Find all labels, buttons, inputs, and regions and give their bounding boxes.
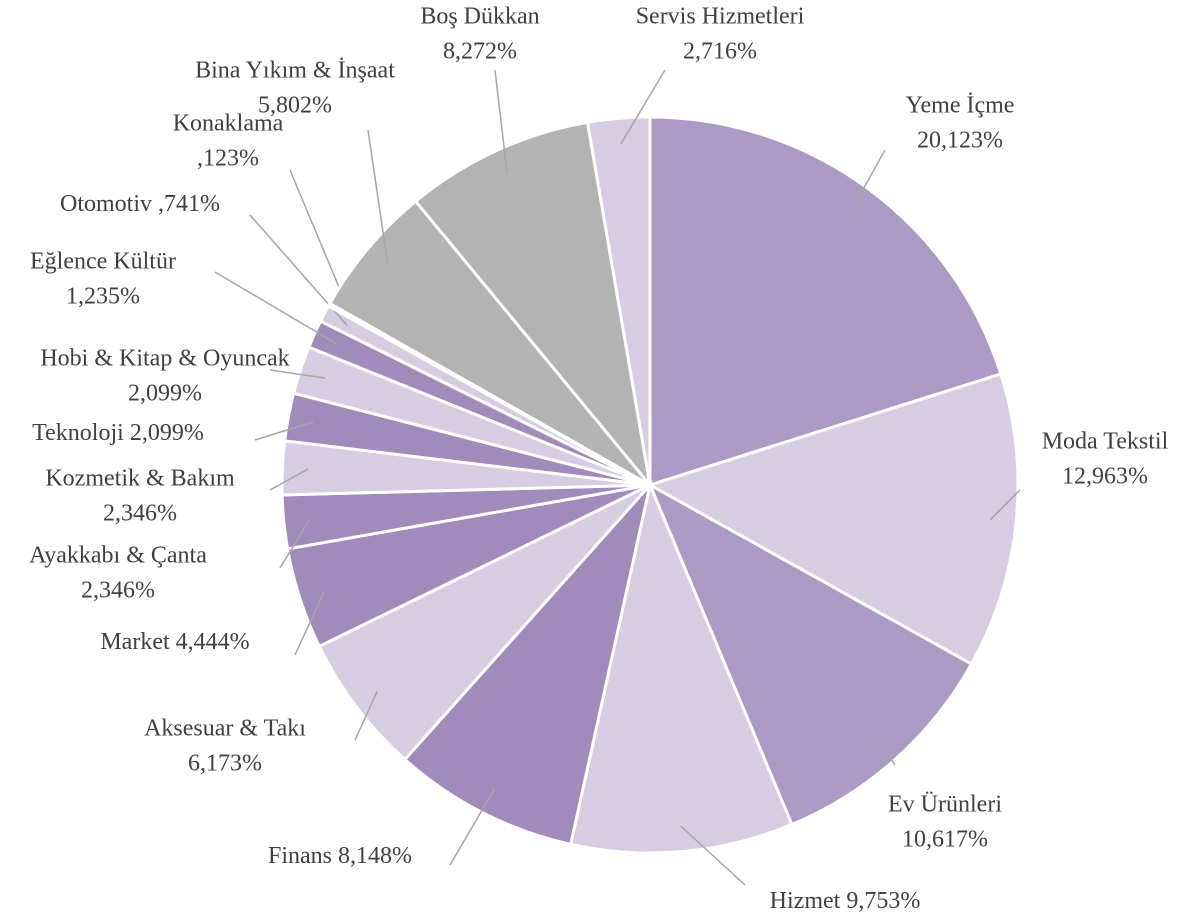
slice-label: Hobi & Kitap & Oyuncak (40, 346, 289, 372)
slice-value-label: 10,617% (902, 827, 988, 853)
slice-label: Finans (268, 843, 332, 869)
pie-slice (585, 115, 652, 486)
slice-label: Servis Hizmetleri (636, 4, 805, 30)
leader-line (449, 789, 495, 866)
leader-line (989, 489, 1021, 520)
leader-line (494, 69, 508, 175)
slice-label: Moda Tekstil (1042, 429, 1169, 455)
leader-line (679, 825, 746, 886)
slice-value-label: 2,099% (130, 420, 204, 446)
slice-label: Hizmet (770, 888, 841, 914)
slice-value-label: 12,963% (1062, 464, 1148, 490)
pie-slice (317, 483, 652, 762)
pie-slice (402, 479, 653, 847)
slice-label: Boş Dükkan (420, 4, 539, 30)
slice-label-group: Otomotiv ,741% (60, 191, 220, 217)
slice-label: Aksesuar & Takı (144, 716, 306, 742)
slice-label: Market (100, 629, 170, 655)
slice-value-label: 2,099% (128, 381, 202, 407)
pie-slice (646, 481, 974, 827)
leader-line (851, 149, 886, 210)
slice-label-group: Market 4,444% (100, 629, 249, 655)
slice-label: Bina Yıkım & İnşaat (195, 58, 395, 84)
slice-label-group: Hizmet 9,753% (770, 888, 921, 914)
slice-value-label: 8,272% (443, 39, 517, 65)
leader-line (279, 519, 311, 569)
pie-slice (413, 120, 653, 491)
slice-value-label: 9,753% (846, 888, 920, 914)
leader-line (214, 271, 339, 346)
leader-line (254, 420, 314, 441)
slice-value-label: 5,802% (258, 93, 332, 119)
leader-line (269, 369, 326, 379)
slice-label: Ev Ürünleri (888, 792, 1002, 818)
slice-value-label: 6,173% (188, 751, 262, 777)
slice-label: Kozmetik & Bakım (45, 466, 235, 492)
slice-label: Yeme İçme (906, 93, 1015, 119)
slice-value-label: 1,235% (66, 284, 140, 310)
slice-value-label: ,123% (197, 146, 259, 172)
leader-line (354, 691, 378, 741)
slice-value-label: ,741% (158, 191, 220, 217)
slice-value-label: 8,148% (338, 843, 412, 869)
slice-value-label: 2,716% (683, 39, 757, 65)
leader-line (877, 739, 896, 766)
slice-value-label: 2,346% (81, 578, 155, 604)
slice-label-group: Teknoloji 2,099% (32, 420, 204, 446)
slice-label: Eğlence Kültür (30, 249, 176, 275)
slice-value-label: 4,444% (176, 629, 250, 655)
leader-line (294, 590, 326, 656)
slice-label: Konaklama (173, 111, 284, 137)
leader-line (620, 69, 666, 145)
pie-slice (568, 480, 794, 855)
pie-slice (646, 372, 1020, 667)
pie-slice (648, 115, 1003, 488)
slice-label: Otomotiv (60, 191, 152, 217)
slice-value-label: 20,123% (917, 128, 1003, 154)
leader-line (367, 129, 389, 266)
slice-label-group: Finans 8,148% (268, 843, 412, 869)
slice-label: Ayakkabı & Çanta (29, 543, 207, 569)
slice-label: Teknoloji (32, 420, 124, 446)
leader-line (269, 468, 309, 491)
slice-value-label: 2,346% (103, 501, 177, 527)
pie-slice (327, 199, 652, 487)
